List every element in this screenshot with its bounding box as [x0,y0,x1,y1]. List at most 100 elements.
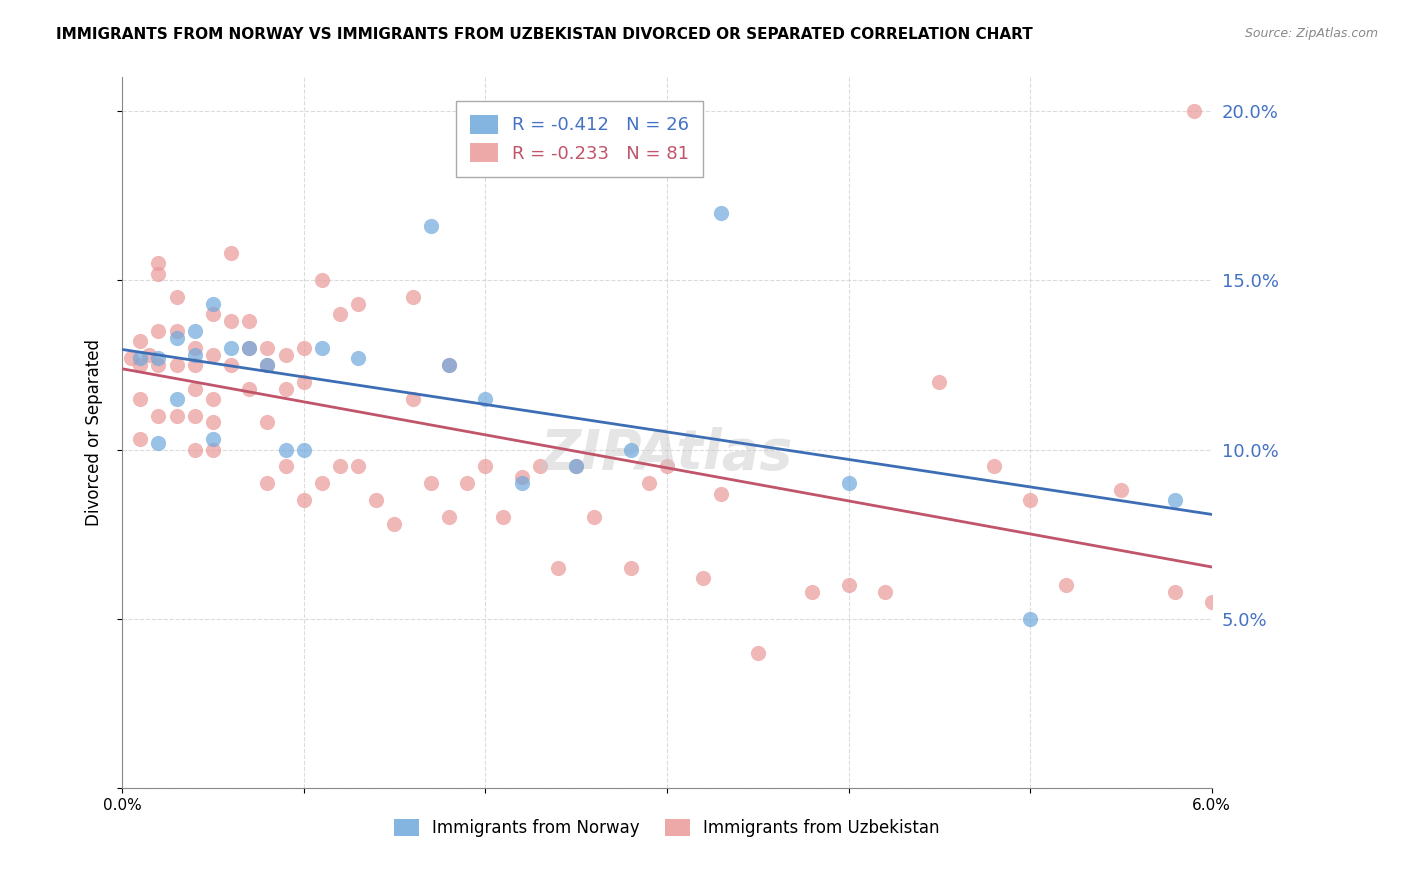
Point [148,409,170,423]
Point [366,493,388,508]
Point [148,358,170,372]
Point [166,324,188,338]
Point [292,442,315,457]
Point [565,459,588,474]
Point [801,584,824,599]
Point [256,341,278,355]
Point [928,375,950,389]
Point [166,392,188,406]
Point [510,469,533,483]
Text: IMMIGRANTS FROM NORWAY VS IMMIGRANTS FROM UZBEKISTAN DIVORCED OR SEPARATED CORRE: IMMIGRANTS FROM NORWAY VS IMMIGRANTS FRO… [56,27,1033,42]
Point [183,341,205,355]
Point [183,348,205,362]
Point [1109,483,1132,497]
Point [329,307,352,321]
Point [238,314,260,328]
Point [166,331,188,345]
Point [655,459,678,474]
Point [983,459,1005,474]
Point [474,459,496,474]
Point [347,297,370,311]
Point [183,358,205,372]
Point [292,375,315,389]
Point [201,392,224,406]
Point [138,348,160,362]
Point [565,459,588,474]
Point [292,341,315,355]
Point [838,476,860,491]
Point [419,476,441,491]
Point [219,341,242,355]
Point [492,510,515,524]
Point [129,433,152,447]
Point [166,358,188,372]
Point [547,561,569,575]
Point [401,392,423,406]
Point [201,348,224,362]
Point [384,516,406,531]
Point [692,571,714,585]
Point [148,435,170,450]
Point [838,578,860,592]
Point [419,219,441,234]
Point [1291,561,1313,575]
Point [1182,104,1205,119]
Text: Source: ZipAtlas.com: Source: ZipAtlas.com [1244,27,1378,40]
Point [529,459,551,474]
Legend: Immigrants from Norway, Immigrants from Uzbekistan: Immigrants from Norway, Immigrants from … [388,812,946,844]
Point [637,476,659,491]
Point [166,290,188,304]
Point [274,459,297,474]
Point [437,358,460,372]
Point [129,392,152,406]
Point [274,442,297,457]
Point [710,206,733,220]
Point [219,246,242,260]
Point [311,476,333,491]
Point [148,267,170,281]
Point [1056,578,1078,592]
Point [148,256,170,270]
Point [201,442,224,457]
Point [201,307,224,321]
Point [183,409,205,423]
Point [183,442,205,457]
Point [274,382,297,396]
Point [183,324,205,338]
Point [401,290,423,304]
Point [201,433,224,447]
Point [710,486,733,500]
Text: ZIPAtlas: ZIPAtlas [541,427,793,481]
Point [347,351,370,366]
Point [256,476,278,491]
Point [329,459,352,474]
Point [1164,493,1187,508]
Point [347,459,370,474]
Point [183,382,205,396]
Point [256,358,278,372]
Point [201,297,224,311]
Point [1019,493,1042,508]
Point [620,442,643,457]
Point [747,646,769,660]
Point [292,493,315,508]
Point [620,561,643,575]
Y-axis label: Divorced or Separated: Divorced or Separated [86,339,103,526]
Point [311,341,333,355]
Point [274,348,297,362]
Point [219,358,242,372]
Point [583,510,606,524]
Point [238,341,260,355]
Point [311,273,333,287]
Point [1164,584,1187,599]
Point [148,324,170,338]
Point [1019,612,1042,626]
Point [238,341,260,355]
Point [256,358,278,372]
Point [201,416,224,430]
Point [219,314,242,328]
Point [129,334,152,349]
Point [256,416,278,430]
Point [1201,595,1223,609]
Point [129,351,152,366]
